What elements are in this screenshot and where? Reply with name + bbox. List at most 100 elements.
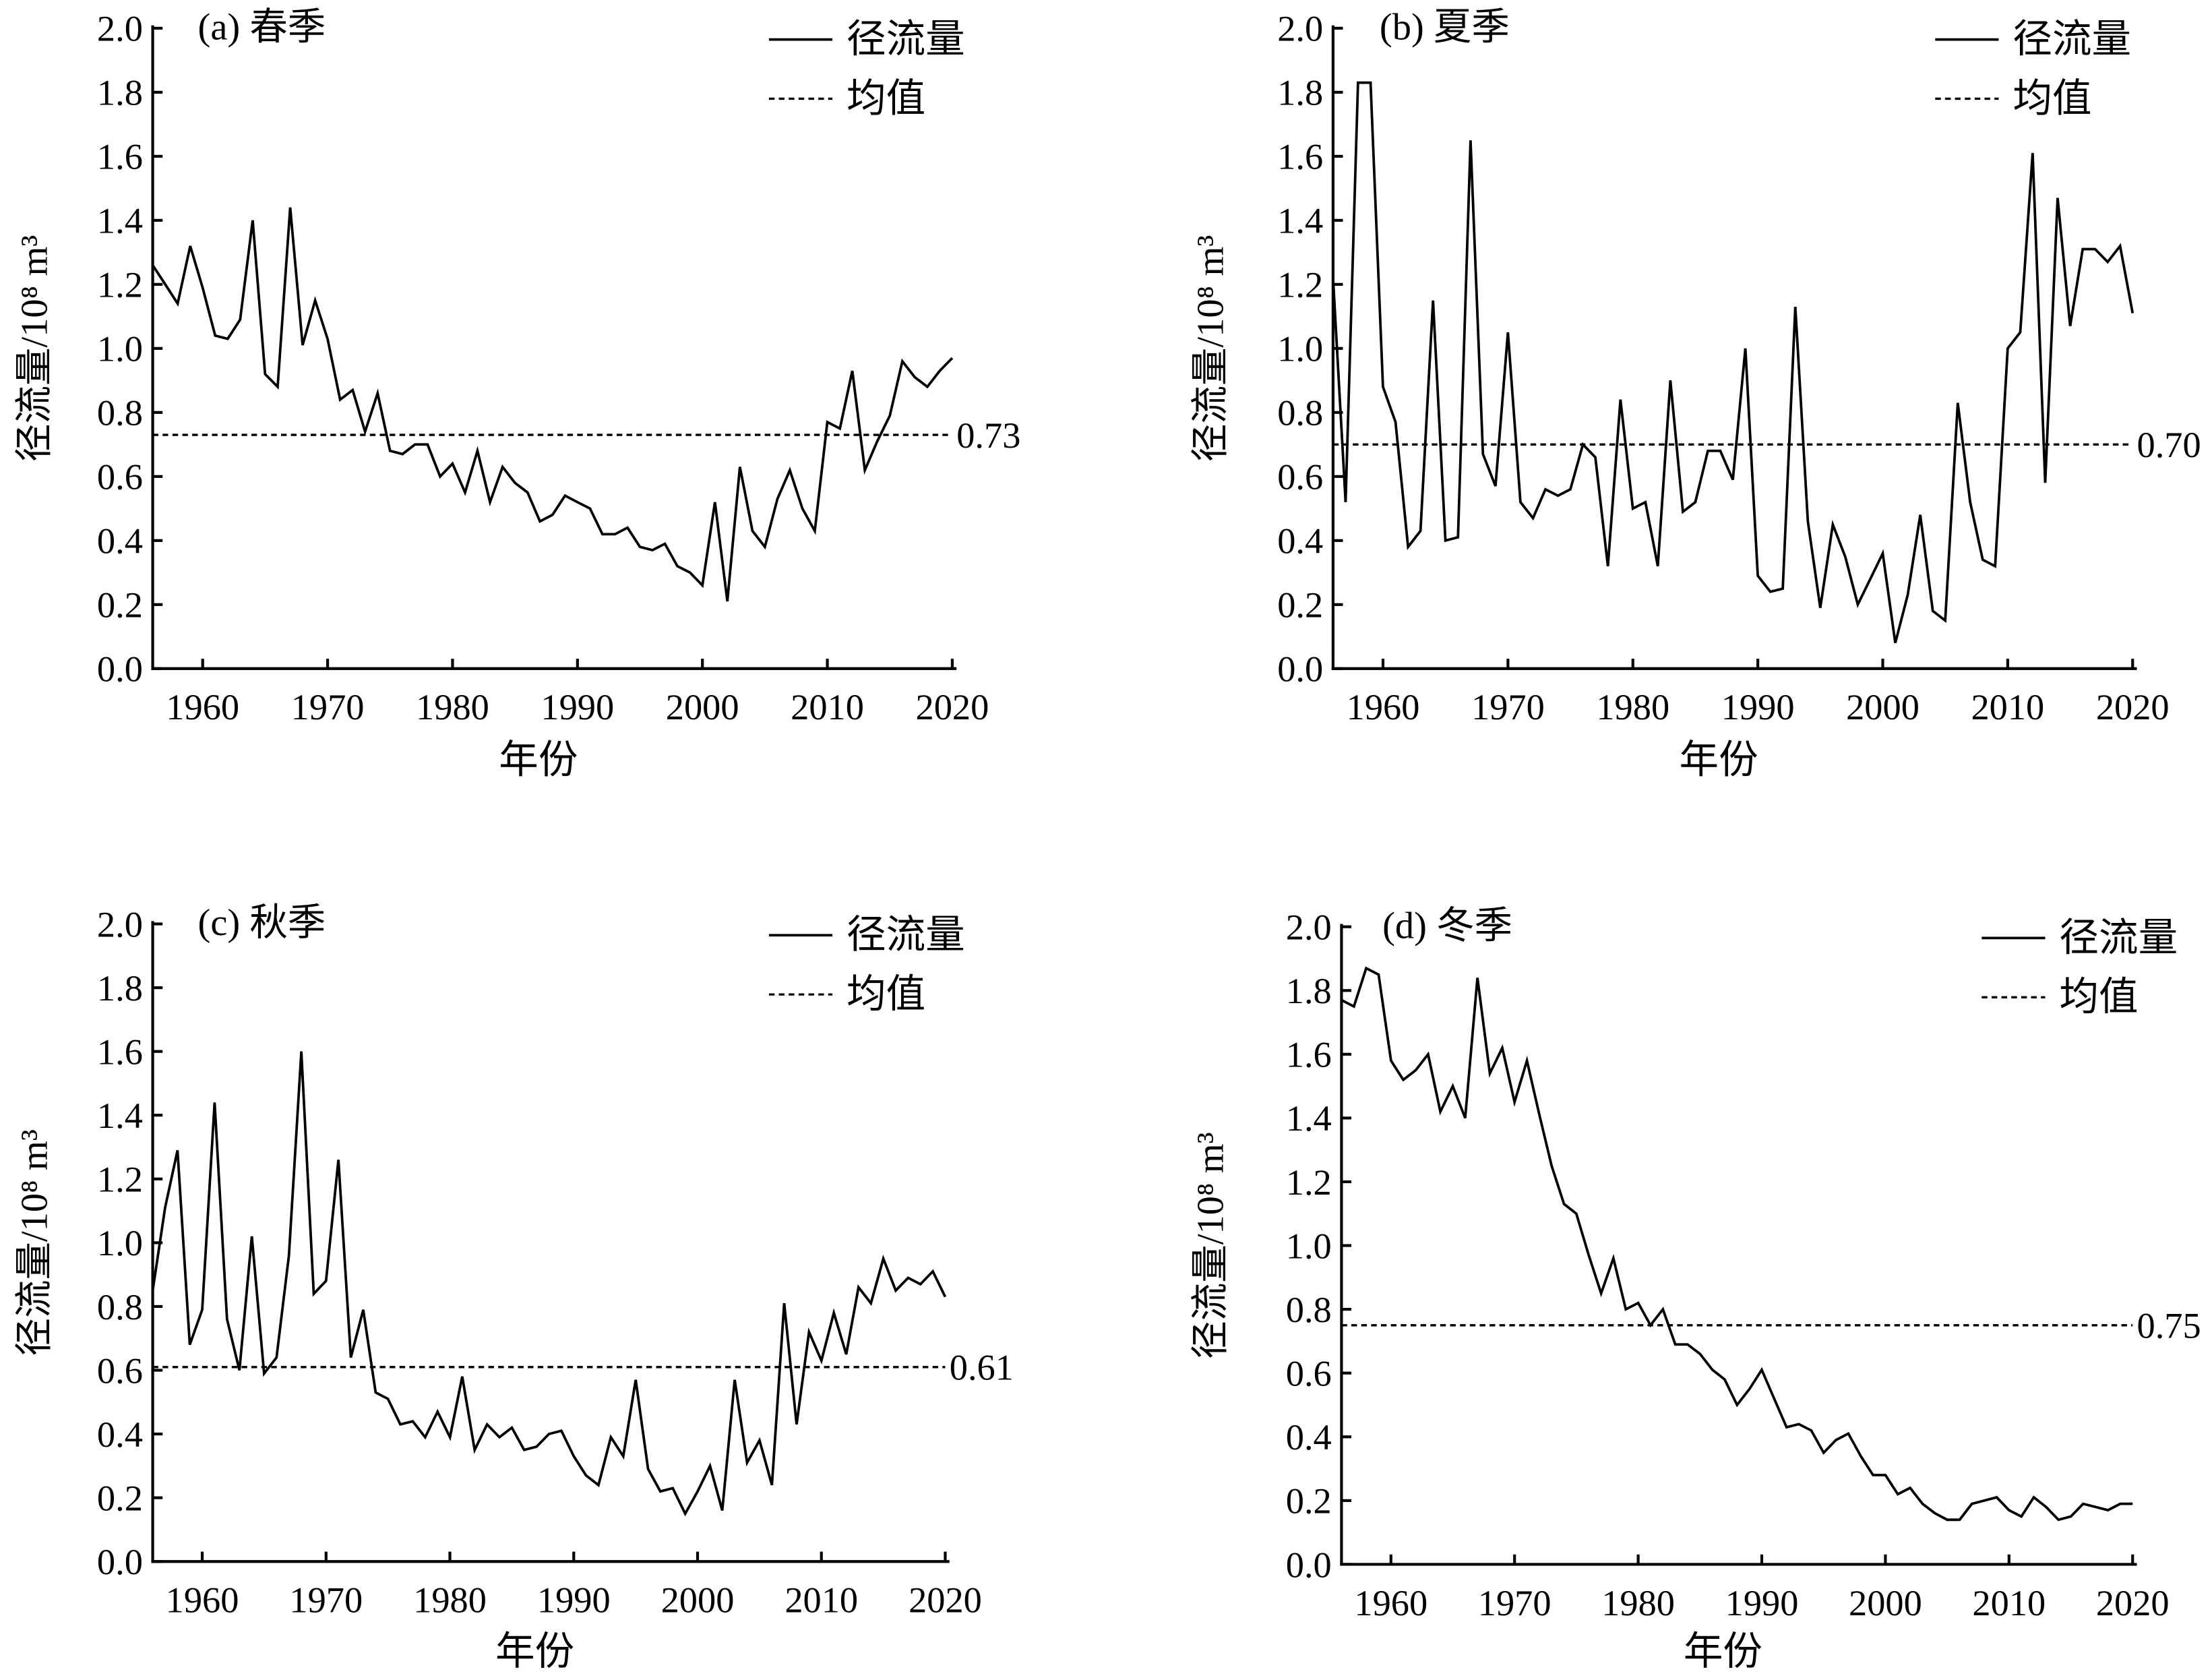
legend-mean-label: 均值 (2013, 76, 2091, 120)
x-tick-label: 1960 (1347, 687, 1420, 727)
y-tick-label: 1.4 (97, 1096, 143, 1136)
y-tick-label: 1.4 (97, 201, 143, 241)
panel-title: (a) 春季 (198, 7, 326, 49)
legend-mean-label: 均值 (847, 76, 925, 120)
x-tick-label: 2020 (916, 687, 989, 727)
y-tick-label: 0.8 (1286, 1290, 1332, 1330)
y-tick-label: 0.6 (97, 1350, 143, 1391)
runoff-series-line (1341, 966, 2133, 1522)
x-tick-label: 1970 (289, 1580, 363, 1621)
y-tick-label: 0.8 (97, 1287, 143, 1327)
y-tick-label: 0.8 (1277, 393, 1323, 433)
y-tick-label: 0.4 (97, 521, 143, 562)
legend-mean-label: 均值 (2059, 975, 2138, 1019)
mean-value-label: 0.61 (950, 1348, 1014, 1388)
x-tick-label: 2020 (2096, 1583, 2170, 1623)
x-axis-label: 年份 (1680, 738, 1758, 782)
y-tick-label: 0.2 (1286, 1481, 1332, 1522)
y-tick-label: 2.0 (1277, 9, 1323, 49)
y-tick-label: 1.0 (97, 1223, 143, 1263)
y-tick-label: 0.6 (1286, 1354, 1332, 1394)
x-tick-label: 2010 (1971, 687, 2044, 727)
legend-series-label: 径流量 (847, 17, 965, 61)
mean-value-label: 0.70 (2137, 425, 2201, 465)
x-tick-label: 1990 (1725, 1583, 1799, 1623)
y-tick-label: 1.8 (1286, 971, 1332, 1011)
y-tick-label: 0.4 (1277, 521, 1323, 562)
runoff-series-line (151, 207, 954, 602)
y-tick-label: 1.6 (1277, 137, 1323, 177)
legend-series-label: 径流量 (2013, 17, 2131, 61)
x-tick-label: 2010 (1972, 1583, 2046, 1623)
y-tick-label: 1.6 (97, 1031, 143, 1072)
panel-b: 0.0 0.2 0.4 0.6 0.8 1.0 1.2 1.4 1.6 1.8 2.0 1960 197… (1190, 7, 2201, 782)
x-tick-label: 1990 (541, 687, 614, 727)
x-tick-label: 1970 (1478, 1583, 1552, 1623)
x-tick-label: 1970 (291, 687, 365, 727)
x-tick-label: 2000 (666, 687, 739, 727)
x-axis-label: 年份 (495, 1629, 574, 1673)
y-tick-label: 0.4 (1286, 1417, 1332, 1458)
legend-series-label: 径流量 (2059, 916, 2178, 959)
x-tick-label: 2000 (661, 1580, 735, 1621)
y-tick-label: 0.8 (97, 393, 143, 433)
x-tick-label: 1960 (166, 687, 239, 727)
runoff-series-line (151, 1051, 947, 1517)
y-tick-label: 0.6 (97, 457, 143, 498)
panel-title: (c) 秋季 (198, 902, 326, 944)
x-tick-label: 1980 (1596, 687, 1669, 727)
y-tick-label: 1.4 (1277, 201, 1323, 241)
y-tick-label: 1.0 (1286, 1226, 1332, 1266)
y-axis-label: 径流量/10⁸ m³ (14, 235, 56, 462)
x-tick-label: 2000 (1849, 1583, 1922, 1623)
x-tick-label: 1960 (1354, 1583, 1427, 1623)
mean-value-label: 0.73 (956, 415, 1020, 456)
x-tick-label: 1990 (537, 1580, 611, 1621)
y-tick-label: 1.6 (1286, 1035, 1332, 1075)
y-tick-label: 1.4 (1286, 1098, 1332, 1139)
y-tick-label: 2.0 (1286, 907, 1332, 948)
y-tick-label: 1.2 (1277, 265, 1323, 305)
y-tick-label: 1.8 (97, 73, 143, 113)
x-tick-label: 1970 (1471, 687, 1545, 727)
legend-series-label: 径流量 (847, 913, 965, 957)
x-tick-label: 1980 (1601, 1583, 1675, 1623)
y-tick-label: 1.2 (97, 265, 143, 305)
y-tick-label: 1.8 (97, 968, 143, 1009)
x-axis-label: 年份 (499, 738, 578, 782)
y-tick-label: 2.0 (97, 904, 143, 944)
y-tick-label: 0.0 (1286, 1544, 1332, 1585)
x-tick-label: 2010 (791, 687, 864, 727)
x-tick-label: 2010 (785, 1580, 858, 1621)
x-tick-label: 1980 (416, 687, 489, 727)
y-tick-label: 0.6 (1277, 457, 1323, 498)
y-tick-label: 0.4 (97, 1414, 143, 1455)
y-tick-label: 0.0 (1277, 649, 1323, 690)
panel-title: (b) 夏季 (1380, 7, 1510, 49)
runoff-series-line (1331, 81, 2134, 644)
y-tick-label: 1.0 (1277, 329, 1323, 369)
panel-a: 0.0 0.2 0.4 0.6 0.8 1.0 1.2 1.4 1.6 1.8 2.0 1960 197… (14, 7, 1021, 782)
y-tick-label: 1.8 (1277, 73, 1323, 113)
y-tick-label: 1.0 (97, 329, 143, 369)
y-axis-label: 径流量/10⁸ m³ (1190, 235, 1232, 462)
legend-mean-label: 均值 (847, 972, 925, 1016)
x-tick-label: 1960 (166, 1580, 239, 1621)
x-tick-label: 2020 (909, 1580, 982, 1621)
y-tick-label: 0.2 (1277, 585, 1323, 626)
panel-c: 0.0 0.2 0.4 0.6 0.8 1.0 1.2 1.4 1.6 1.8 2.0 1960 197… (14, 902, 1014, 1673)
x-tick-label: 2000 (1846, 687, 1919, 727)
x-tick-label: 1980 (413, 1580, 487, 1621)
x-tick-label: 2020 (2096, 687, 2170, 727)
y-axis-label: 径流量/10⁸ m³ (1190, 1132, 1232, 1358)
y-tick-label: 0.2 (97, 1478, 143, 1518)
y-tick-label: 1.2 (97, 1160, 143, 1200)
panel-title: (d) 冬季 (1382, 905, 1512, 947)
mean-value-label: 0.75 (2137, 1306, 2201, 1346)
x-axis-label: 年份 (1684, 1629, 1762, 1673)
